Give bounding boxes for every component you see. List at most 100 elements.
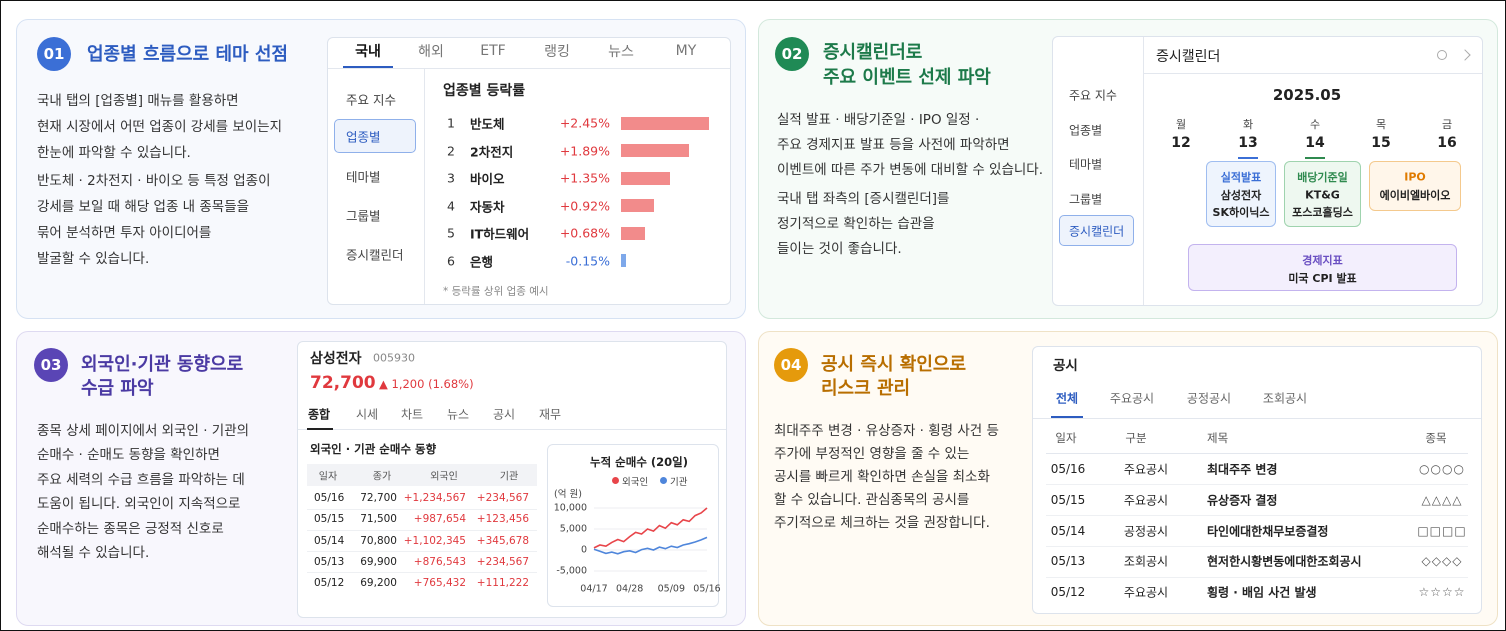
number-badge (775, 37, 809, 71)
legend-label: 기관 (670, 477, 688, 488)
cell: 72,700 (360, 492, 397, 504)
cell: 05/14 (314, 534, 345, 547)
cell: △△△△ (1421, 492, 1463, 507)
tab: 공시 (492, 407, 516, 422)
cell: 타인에대한채무보증결정 (1207, 524, 1329, 539)
column-header: 일자 (318, 471, 338, 483)
chart-title: 업종별 등락률 (443, 83, 526, 99)
row-divider (307, 508, 537, 510)
cell: +345,678 (476, 534, 529, 547)
value-label: +0.68% (559, 225, 610, 241)
date: 13 (1238, 135, 1258, 151)
cell: 05/15 (314, 513, 345, 526)
row-divider (1046, 546, 1468, 547)
y-tick-label: 10,000 (553, 502, 587, 514)
card-title: 증시캘린더로 (823, 42, 923, 63)
cell: +123,456 (476, 513, 529, 526)
divider (1046, 453, 1468, 454)
tab-underline (1051, 416, 1083, 418)
card-title: 외국인·기관 동향으로 (81, 354, 244, 375)
number: 02 (781, 45, 803, 63)
weekday: 수 (1309, 118, 1321, 131)
menu-item: 업종별 (346, 129, 381, 145)
number: 01 (43, 45, 65, 63)
column-header: 종가 (372, 471, 392, 483)
paragraph-line: 이벤트에 따른 주가 변동에 대비할 수 있습니다. (777, 162, 1044, 178)
paragraph-line: 현재 시장에서 어떤 업종이 강세를 보이는지 (37, 119, 283, 135)
card-title: 리스크 관리 (821, 378, 911, 399)
event-item: SK하이닉스 (1212, 206, 1270, 219)
paragraph-line: 반도체 · 2차전지 · 바이오 등 특정 업종이 (37, 173, 271, 189)
date-marker (1305, 157, 1325, 159)
paragraph-line: 강세를 보일 때 해당 업종 내 종목들을 (37, 199, 250, 215)
event-item: KT&G (1305, 188, 1340, 202)
card-title: 주요 이벤트 선제 파악 (823, 67, 991, 88)
menu-item: 주요 지수 (1069, 88, 1117, 103)
card-title: 수급 파악 (81, 378, 154, 399)
tab: MY (675, 43, 697, 59)
event-item: 삼성전자 (1220, 189, 1262, 202)
cell: 05/16 (1050, 462, 1086, 476)
weekday: 금 (1441, 118, 1453, 131)
tab: 주요공시 (1109, 391, 1155, 406)
line-series (593, 507, 708, 549)
date: 15 (1371, 135, 1391, 151)
event-box (1188, 244, 1457, 291)
row-divider (1046, 576, 1468, 578)
menu-item: 증시캘린더 (346, 247, 404, 263)
column-header: 구분 (1125, 431, 1147, 445)
menu-item: 업종별 (1069, 123, 1103, 138)
chart-title: 누적 순매수 (20일) (589, 455, 689, 469)
row-divider (307, 529, 537, 531)
menu-item: 테마별 (346, 169, 381, 185)
paragraph-line: 주기적으로 체크하는 것을 권장합니다. (774, 515, 990, 531)
cell: 주요공시 (1123, 585, 1169, 600)
cell: 조회공시 (1123, 554, 1169, 569)
paragraph-line: 국내 탭의 [업종별] 매뉴를 활용하면 (37, 93, 239, 109)
cell: 주요공시 (1123, 462, 1169, 477)
paragraph-line: 발굴할 수 있습니다. (37, 251, 150, 267)
cell: +1,102,345 (403, 534, 466, 547)
paragraph-line: 해석될 수 있습니다. (37, 545, 150, 561)
legend-swatch (612, 477, 619, 484)
paragraph-line: 순매수 · 순매도 동향을 확인하면 (37, 447, 220, 464)
value-label: -0.15% (565, 253, 610, 268)
bar (621, 171, 670, 185)
panel (327, 37, 731, 305)
stock-name: 삼성전자 (310, 351, 362, 367)
divider (1143, 37, 1144, 305)
number-badge (37, 37, 71, 71)
tab: 공정공시 (1186, 391, 1232, 406)
paragraph-line: 주요 경제지표 발표 등을 사전에 파악하면 (777, 137, 1010, 153)
tab: 국내 (355, 44, 381, 60)
paragraph-line: 실적 발표 · 배당기준일 · IPO 일정 · (777, 112, 980, 128)
divider (1144, 73, 1482, 74)
divider (424, 69, 425, 304)
card-title: 공시 즉시 확인으로 (821, 354, 967, 375)
rank: 1 (447, 115, 455, 131)
divider (298, 429, 726, 430)
number: 03 (40, 356, 62, 374)
event-box (1206, 161, 1276, 227)
cell: +111,222 (476, 577, 529, 590)
column-header: 기관 (499, 471, 519, 483)
cell: 69,200 (360, 577, 397, 590)
cell: 05/14 (1050, 523, 1086, 538)
cell: 최대주주 변경 (1207, 462, 1278, 477)
bar (621, 144, 690, 157)
category: IT하드웨어 (470, 226, 530, 242)
x-tick-label: 04/17 (580, 583, 608, 595)
panel-title: 증시캘린더 (1156, 49, 1221, 65)
menu-item: 증시캘린더 (1069, 224, 1125, 239)
event-title: 경제지표 (1302, 254, 1343, 267)
cell: 05/12 (314, 577, 345, 590)
cell: +876,543 (413, 555, 466, 568)
bar (621, 199, 655, 212)
cell: 공정공시 (1123, 524, 1169, 539)
cell: 05/13 (314, 555, 345, 568)
cell: 05/13 (1050, 554, 1086, 569)
y-tick-label: -5,000 (556, 565, 587, 577)
paragraph-line: 한눈에 파악할 수 있습니다. (37, 145, 191, 161)
cell: +987,654 (413, 513, 466, 526)
cell: ☆☆☆☆ (1418, 585, 1466, 600)
